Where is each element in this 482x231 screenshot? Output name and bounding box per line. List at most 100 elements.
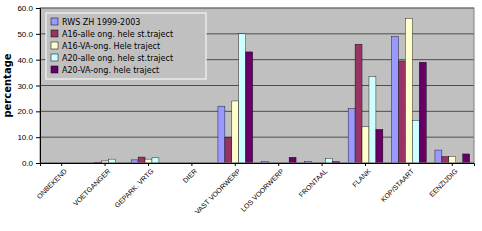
- tick-label: ONBEKEND: [35, 167, 68, 200]
- tick-mark: [278, 163, 279, 166]
- bar: [405, 18, 412, 163]
- bar: [138, 157, 145, 163]
- legend-label: A20-alle ong. hele st.traject: [62, 54, 173, 63]
- bar: [419, 62, 426, 163]
- bar: [145, 159, 152, 163]
- tick: VOETGANGER: [72, 163, 112, 207]
- tick-mark: [105, 163, 106, 166]
- tick-mark: [36, 137, 40, 138]
- axis-line: [36, 9, 41, 164]
- tick-label: 60.0: [17, 4, 33, 13]
- bar: [225, 137, 232, 163]
- tick-mark: [235, 163, 236, 166]
- plot-background: [40, 8, 474, 163]
- bar: [326, 158, 333, 163]
- bar: [348, 109, 355, 163]
- axis-title: percentage: [2, 53, 13, 117]
- legend-entry: RWS ZH 1999-2003: [51, 18, 140, 27]
- tick-label: FRONTAAL: [298, 167, 329, 198]
- tick-mark: [148, 163, 149, 166]
- tick-mark: [36, 163, 40, 164]
- legend-label: A16-VA-ong. Hele traject: [62, 42, 160, 51]
- tick-label: VAST VOORWERP: [194, 167, 242, 215]
- grid: [40, 8, 474, 163]
- legend-swatch: [51, 18, 58, 25]
- legend-label: A20-VA-ong. hele traject: [62, 66, 159, 75]
- plot: 0.0 10.0 20.0 30.0 40.0 50.0 60.0 ONBEKENDVOETG…: [17, 4, 474, 216]
- tick-mark: [36, 86, 40, 87]
- tick-label: LOS VOORWERP: [240, 167, 286, 213]
- legend-entry: A16-VA-ong. Hele traject: [51, 42, 160, 51]
- legend-entry: A20-alle ong. hele st.traject: [51, 54, 173, 63]
- bar: [442, 157, 449, 163]
- tick: FRONTAAL: [298, 163, 329, 198]
- bar: [435, 150, 442, 163]
- bar: [392, 36, 399, 163]
- legend: RWS ZH 1999-2003 A16-alle ong. hele st.tr…: [46, 13, 206, 79]
- tick: FLANK: [351, 163, 372, 188]
- legend-swatch: [51, 54, 58, 61]
- tick: VAST VOORWERP: [194, 163, 242, 216]
- bar: [239, 34, 246, 163]
- legend-swatch: [51, 66, 58, 73]
- tick: 50.0: [17, 30, 40, 39]
- tick-label: KOP/STAART: [379, 167, 415, 203]
- tick-label: VOETGANGER: [72, 167, 112, 207]
- tick-label: 0.0: [22, 159, 34, 168]
- bar: [232, 101, 239, 163]
- legend-label: RWS ZH 1999-2003: [62, 18, 140, 27]
- legend-swatch: [51, 30, 58, 37]
- x-axis: ONBEKENDVOETGANGERGEPARK. VRTG DIERVAST V…: [35, 163, 474, 216]
- tick-label: FLANK: [351, 167, 372, 188]
- legend-entry: A20-VA-ong. hele traject: [51, 66, 159, 75]
- tick-label: 50.0: [17, 30, 33, 39]
- legend-swatch: [51, 42, 58, 49]
- bar: [152, 158, 159, 163]
- tick: 30.0: [17, 82, 40, 91]
- tick: 40.0: [17, 56, 40, 65]
- tick: 0.0: [22, 159, 40, 168]
- axis-line: [41, 164, 475, 167]
- bar: [246, 52, 253, 163]
- series: [246, 52, 470, 163]
- bar: [218, 106, 225, 163]
- tick-mark: [36, 34, 40, 35]
- bar: [362, 127, 369, 163]
- tick-mark: [191, 163, 192, 166]
- tick: GEPARK. VRTG: [113, 163, 155, 209]
- bar: [369, 76, 376, 163]
- tick-label: 40.0: [17, 56, 33, 65]
- tick-mark: [408, 163, 409, 166]
- tick-mark: [36, 60, 40, 61]
- tick: EENZIJDIG: [428, 163, 459, 198]
- bar: [463, 154, 470, 163]
- tick-label: 20.0: [17, 107, 33, 116]
- chart: 0.0 10.0 20.0 30.0 40.0 50.0 60.0 ONBEKENDVOETG…: [0, 0, 482, 231]
- bar: [449, 157, 456, 163]
- tick-mark: [36, 111, 40, 112]
- bar: [398, 61, 405, 163]
- tick: DIER: [182, 163, 199, 184]
- tick-label: 30.0: [17, 82, 33, 91]
- bar: [109, 159, 116, 163]
- tick-mark: [365, 163, 366, 166]
- bar: [289, 157, 296, 163]
- tick-mark: [452, 163, 453, 166]
- tick: LOS VOORWERP: [240, 163, 286, 213]
- tick-mark: [322, 163, 323, 166]
- tick-label: GEPARK. VRTG: [113, 167, 155, 209]
- y-axis: 0.0 10.0 20.0 30.0 40.0 50.0 60.0: [17, 4, 40, 168]
- tick-mark: [61, 163, 62, 166]
- plot-frame: [40, 8, 474, 163]
- tick-mark: [36, 8, 40, 9]
- bar: [355, 44, 362, 163]
- tick-label: DIER: [182, 167, 199, 184]
- tick: 10.0: [17, 133, 40, 142]
- tick: 20.0: [17, 107, 40, 116]
- bar: [412, 120, 419, 163]
- tick: KOP/STAART: [379, 163, 415, 203]
- legend-entry: A16-alle ong. hele st.traject: [51, 30, 173, 39]
- tick: ONBEKEND: [35, 163, 68, 200]
- tick-label: 10.0: [17, 133, 33, 142]
- tick-label: EENZIJDIG: [428, 167, 459, 198]
